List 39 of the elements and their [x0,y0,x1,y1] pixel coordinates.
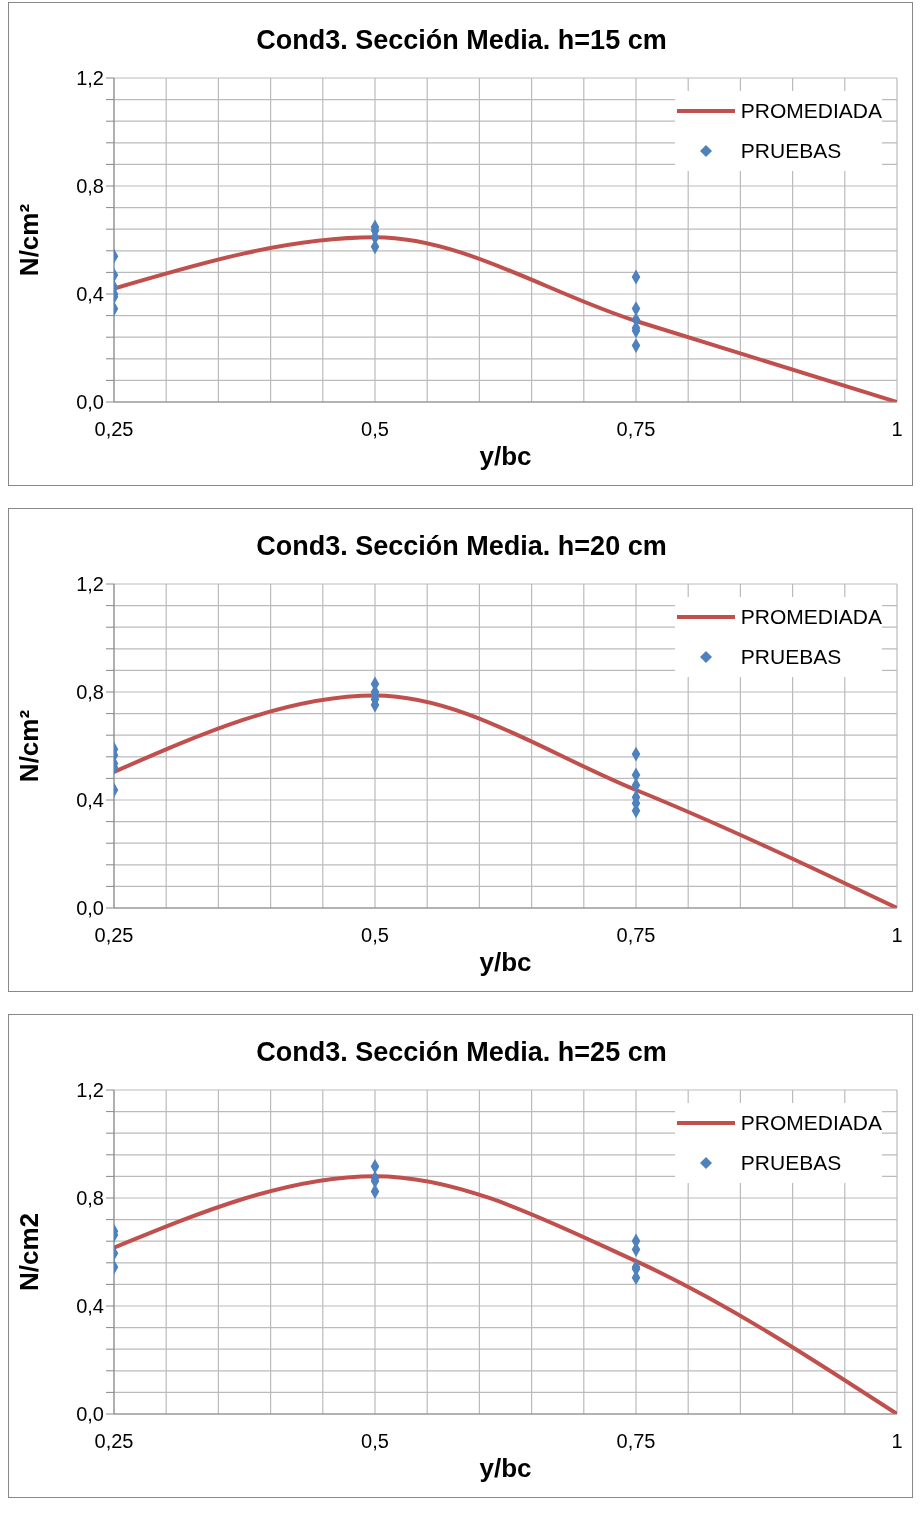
x-axis-title: y/bc [479,441,532,471]
y-tick-label: 1,2 [76,67,104,90]
legend-label: PROMEDIADA [740,604,882,630]
x-tick-label: 0,5 [361,1430,389,1453]
y-tick-label: 0,0 [76,1403,104,1426]
x-axis-title: y/bc [479,947,532,977]
y-tick-label: 0,8 [76,175,104,198]
legend-label: PROMEDIADA [740,98,882,124]
legend-label: PRUEBAS [740,644,842,670]
y-tick-label: 1,2 [76,573,104,596]
chart-title: Cond3. Sección Media. h=15 cm [255,25,668,56]
x-tick-label: 0,25 [94,418,134,441]
x-tick-label: 0,75 [616,418,656,441]
x-tick-label: 1 [891,924,903,947]
x-tick-label: 0,75 [616,1430,656,1453]
y-axis-title: N/cm² [14,203,45,277]
legend-label: PROMEDIADA [740,1110,882,1136]
x-tick-label: 0,75 [616,924,656,947]
chart-title: Cond3. Sección Media. h=25 cm [255,1037,668,1068]
chart-title: Cond3. Sección Media. h=20 cm [255,531,668,562]
y-tick-label: 0,8 [76,681,104,704]
x-tick-label: 0,25 [94,924,134,947]
y-tick-label: 0,8 [76,1187,104,1210]
x-tick-label: 0,5 [361,418,389,441]
y-tick-label: 0,4 [76,1295,104,1318]
x-tick-label: 1 [891,1430,903,1453]
y-tick-label: 0,4 [76,789,104,812]
x-tick-label: 1 [891,418,903,441]
x-tick-label: 0,5 [361,924,389,947]
legend-label: PRUEBAS [740,138,842,164]
y-tick-label: 0,0 [76,391,104,414]
y-tick-label: 0,4 [76,283,104,306]
legend-label: PRUEBAS [740,1150,842,1176]
x-tick-label: 0,25 [94,1430,134,1453]
y-axis-title: N/cm2 [14,1212,45,1292]
y-tick-label: 1,2 [76,1079,104,1102]
x-axis-title: y/bc [479,1453,532,1483]
y-tick-label: 0,0 [76,897,104,920]
y-axis-title: N/cm² [14,709,45,783]
